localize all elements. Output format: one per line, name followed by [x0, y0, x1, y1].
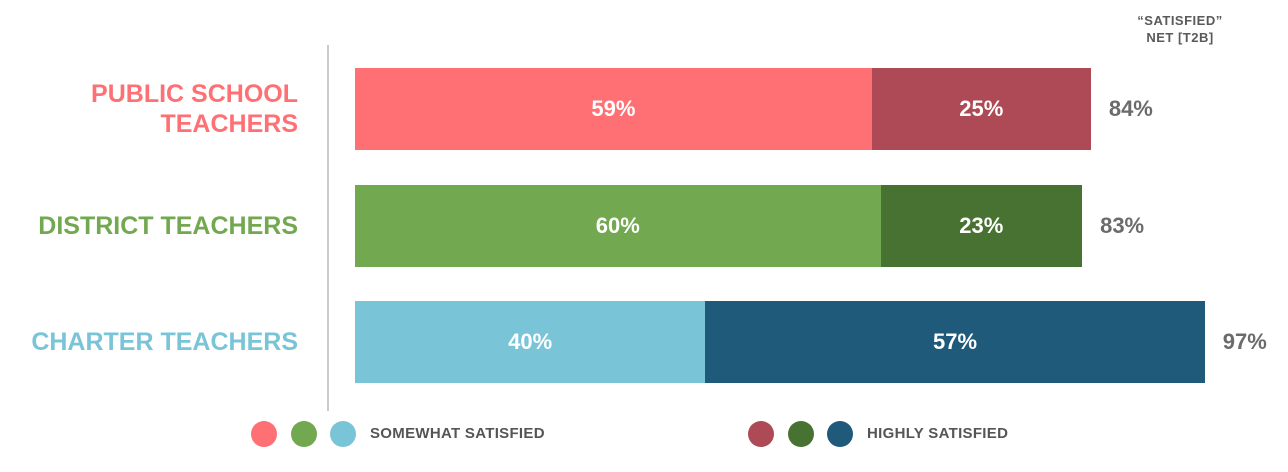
- bar-segment: 59%: [355, 68, 872, 150]
- bar-segment: 57%: [705, 301, 1205, 383]
- bar-segment: 25%: [871, 68, 1091, 150]
- value-label: 40%: [508, 329, 553, 354]
- divider: [327, 45, 329, 411]
- net-label: 97%: [1222, 329, 1267, 354]
- bar-segment: 60%: [355, 185, 881, 267]
- legend-swatch: [330, 421, 356, 447]
- legend-label: SOMEWHAT SATISFIED: [370, 425, 545, 442]
- legend-swatch: [251, 421, 277, 447]
- category-label: DISTRICT TEACHERS: [38, 212, 298, 240]
- legend-swatch: [787, 421, 814, 447]
- value-label: 60%: [595, 213, 640, 238]
- legend-swatch: [827, 421, 853, 447]
- category-label: CHARTER TEACHERS: [31, 328, 298, 356]
- value-label: 23%: [959, 213, 1004, 238]
- net-label: 83%: [1100, 213, 1145, 238]
- value-label: 25%: [959, 96, 1004, 121]
- legend-label: HIGHLY SATISFIED: [867, 425, 1009, 442]
- net-title: “SATISFIED” NET [T2B]: [1137, 13, 1223, 45]
- value-label: 59%: [591, 96, 636, 121]
- bar-segment: 40%: [355, 301, 706, 383]
- bar-segment: 23%: [880, 185, 1083, 267]
- legend-swatch: [748, 421, 774, 447]
- legend-swatch: [290, 421, 317, 447]
- category-label: PUBLIC SCHOOL TEACHERS: [91, 80, 298, 138]
- value-label: 57%: [933, 329, 978, 354]
- net-label: 84%: [1108, 96, 1153, 121]
